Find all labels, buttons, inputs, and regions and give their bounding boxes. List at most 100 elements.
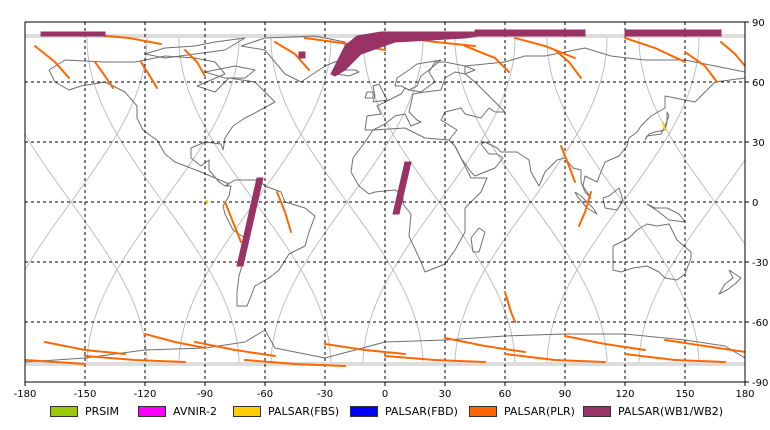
x-tick-label: -60 [257, 389, 273, 400]
coastline-path [394, 59, 442, 91]
coastline-path [144, 37, 246, 59]
x-tick-label: 120 [615, 389, 634, 400]
fbs-swath [662, 121, 666, 131]
y-tick-label: 60 [752, 78, 765, 89]
legend-label: PALSAR(FBD) [385, 404, 458, 418]
wb-swath [474, 29, 586, 37]
coastline-path [602, 187, 624, 211]
plr-swath [244, 359, 346, 367]
plr-swath [554, 49, 582, 79]
coastline-path [718, 269, 742, 295]
coastline-path [48, 55, 276, 187]
plr-swath [560, 145, 576, 183]
legend-label: AVNIR-2 [173, 404, 217, 418]
legend-swatch [469, 405, 497, 417]
plr-swath [504, 291, 516, 323]
palsar-wb-swaths [40, 29, 722, 267]
legend-label: PALSAR(WB1/WB2) [618, 404, 724, 418]
palsar-fbs-swaths [206, 121, 666, 204]
plr-swath [514, 37, 576, 59]
coastline-path [364, 61, 476, 131]
palsar-plr-swaths [25, 33, 745, 367]
x-tick-label: -120 [134, 389, 157, 400]
orbit-track [546, 38, 700, 366]
x-tick-label: 180 [735, 389, 754, 400]
longitude-tick-labels: -180 -150 -120 -90 -60 -30 0 30 60 90 120 150 180 [14, 389, 755, 400]
legend: PRSIM AVNIR-2 PALSAR(FBS) PALSAR(FBD) PA… [0, 400, 770, 422]
plr-swath [194, 341, 276, 357]
plr-swath [504, 353, 606, 363]
plr-swath [564, 335, 646, 351]
y-tick-label: -60 [752, 318, 768, 329]
legend-item-palsar-plr: PALSAR(PLR) [469, 403, 575, 419]
plr-swath [276, 191, 292, 233]
legend-swatch [50, 405, 78, 417]
legend-label: PALSAR(FBS) [268, 404, 340, 418]
legend-item-prsim: PRSIM [50, 403, 119, 419]
plr-swath [184, 49, 206, 77]
y-tick-label: 30 [752, 138, 765, 149]
wb-swath [40, 31, 106, 37]
coastline-path [204, 65, 256, 79]
orbit-track [25, 133, 148, 366]
coastline-path [646, 203, 686, 223]
plr-swath [94, 61, 114, 89]
legend-swatch [138, 405, 166, 417]
x-tick-label: -150 [74, 389, 97, 400]
plr-swath [624, 37, 686, 63]
x-tick-label: 30 [439, 389, 452, 400]
graticule-grid [24, 21, 749, 386]
plr-swath [274, 41, 310, 71]
coastline-path [612, 223, 692, 281]
legend-label: PRSIM [85, 404, 119, 418]
legend-swatch [350, 405, 378, 417]
legend-item-palsar-fbs: PALSAR(FBS) [233, 403, 339, 419]
plr-swath [44, 341, 126, 355]
plr-swath [578, 191, 592, 227]
plr-swath [684, 51, 718, 83]
x-tick-label: -180 [14, 389, 37, 400]
wb-swath [236, 177, 264, 267]
plr-swath [224, 201, 242, 243]
legend-item-palsar-wb: PALSAR(WB1/WB2) [583, 403, 723, 419]
coastline-path [350, 127, 488, 273]
plr-swath [664, 339, 745, 353]
coastline-path [372, 83, 388, 103]
coastline-path [644, 111, 670, 141]
plr-swath [84, 355, 186, 363]
plr-swath [720, 41, 745, 67]
plr-swath [140, 61, 158, 89]
plr-swath [444, 337, 526, 353]
coastline-path [222, 179, 316, 307]
y-tick-label: 0 [752, 198, 758, 209]
latitude-tick-labels: 90 60 30 0 -30 -60 -90 [752, 18, 768, 389]
legend-swatch [233, 405, 261, 417]
coverage-map: -180 -150 -120 -90 -60 -30 0 30 60 90 120 150 180 90… [14, 18, 769, 400]
plot-frame [24, 21, 746, 383]
plr-swath [464, 45, 510, 73]
y-tick-label: -30 [752, 258, 768, 269]
legend-swatch [583, 405, 611, 417]
x-tick-label: -90 [197, 389, 213, 400]
coastline-path [470, 227, 486, 253]
legend-item-palsar-fbd: PALSAR(FBD) [350, 403, 458, 419]
legend-label: PALSAR(PLR) [504, 404, 575, 418]
wb-swath [298, 51, 306, 59]
plr-swath [34, 45, 70, 79]
plr-swath [25, 359, 86, 365]
coastline-path [574, 191, 598, 215]
coastline-path [364, 91, 374, 99]
y-tick-label: 90 [752, 18, 765, 29]
x-tick-label: 0 [382, 389, 388, 400]
x-tick-label: -30 [317, 389, 333, 400]
plr-swath [324, 343, 406, 355]
plr-swath [384, 355, 486, 363]
legend-item-avnir2: AVNIR-2 [138, 403, 217, 419]
x-tick-label: 150 [675, 389, 694, 400]
orbit-track [270, 38, 424, 366]
plr-swath [624, 353, 726, 363]
y-tick-label: -90 [752, 378, 768, 389]
wb-swath [392, 161, 412, 215]
plr-swath [144, 333, 206, 349]
x-tick-label: 90 [559, 389, 572, 400]
